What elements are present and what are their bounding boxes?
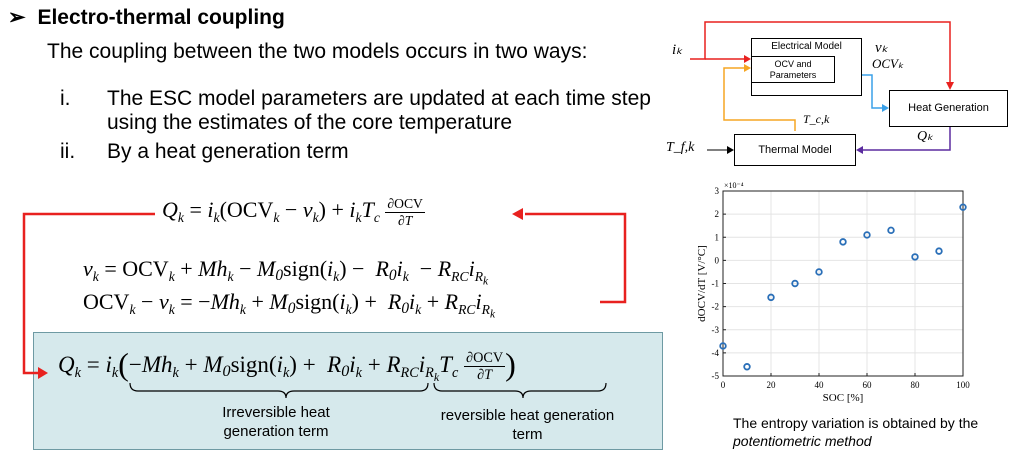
equation-voltage: vk = OCVk + Mhk − M0sign(ik) − R0ik − RR… (83, 256, 489, 288)
heat-generation-label: Heat Generation (908, 102, 989, 114)
signal-heat: Qₖ (917, 129, 934, 144)
signal-ocv: OCVₖ (872, 56, 904, 71)
heading-title: Electro-thermal coupling (37, 6, 285, 29)
x-tick-label: 80 (911, 380, 921, 390)
y-axis-label: dOCV/dT [V/°C] (696, 245, 708, 322)
voltage-ocv-line (862, 74, 883, 109)
y-tick-label: -4 (712, 348, 720, 358)
data-point (791, 279, 799, 288)
data-point (743, 363, 751, 371)
thermal-model-box: Thermal Model (734, 134, 856, 166)
signal-input-current: iₖ (672, 42, 683, 58)
data-point (767, 293, 775, 302)
ocv-params-line2: Parameters (769, 70, 817, 80)
list-item-2-text: By a heat generation term (107, 140, 349, 163)
signal-voltage: vₖ (875, 40, 889, 56)
irreversible-label-line1: Irreversible heat (222, 404, 330, 421)
y-tick-label: 2 (715, 209, 720, 219)
heat-arrowhead-icon (856, 146, 863, 154)
data-point (911, 253, 919, 261)
list-item-2-marker: ii. (60, 140, 76, 163)
arrow-bullet-icon: ➢ (8, 6, 26, 29)
surface-temp-arrowhead-icon (727, 146, 734, 154)
data-point (839, 238, 847, 246)
y-tick-label: -2 (712, 302, 720, 312)
list-item-1-text: The ESC model parameters are updated at … (107, 87, 651, 134)
y-tick-label: -1 (712, 279, 720, 289)
caption-emphasis: potentiometric method (733, 433, 872, 449)
red-arrowhead-left-icon (38, 367, 48, 379)
intro-text: The coupling between the two models occu… (47, 40, 588, 63)
x-axis-label: SOC [%] (823, 392, 864, 404)
signal-surface-temp: T_f,k (666, 140, 695, 155)
irreversible-brace (129, 382, 429, 399)
x-tick-label: 60 (863, 380, 873, 390)
current-to-heatgen-line (690, 21, 951, 84)
reversible-label-line2: term (512, 426, 543, 443)
x-tick-label: 0 (721, 380, 726, 390)
voltage-ocv-arrowhead-icon (882, 104, 889, 112)
y-tick-label: -5 (712, 371, 720, 381)
heat-to-thermal-line (862, 127, 951, 151)
ocv-params-line1: OCV and (774, 59, 812, 69)
y-tick-label: 0 (715, 255, 720, 265)
data-point (887, 226, 895, 235)
x-tick-label: 20 (767, 380, 777, 390)
data-point (959, 203, 967, 211)
y-scale-label: ×10⁻⁴ (724, 181, 744, 190)
equation-final: Qk = ik(−Mhk + M0sign(ik) + R0ik + RRCiR… (58, 346, 516, 384)
section-heading: ➢ Electro-thermal coupling (8, 5, 285, 30)
reversible-label-line1: reversible heat generation (440, 407, 615, 424)
data-point (815, 268, 823, 276)
list-item-1-marker: i. (60, 87, 71, 110)
data-point (935, 247, 943, 255)
heat-generation-box: Heat Generation (889, 90, 1008, 127)
chart-caption: The entropy variation is obtained by the… (733, 414, 1013, 450)
red-arrowhead-right-icon (512, 208, 523, 220)
red-connector-right (525, 212, 627, 304)
x-tick-label: 100 (956, 380, 970, 390)
equation-heat: Qk = ik(OCVk − vk) + ikTc ∂OCV ∂T (162, 196, 425, 228)
equation-ocv-minus-v: OCVk − vk = −Mhk + M0sign(ik) + R0ik + R… (83, 289, 495, 321)
caption-prefix: The entropy variation is obtained by the (733, 415, 979, 431)
y-tick-label: 1 (715, 232, 720, 242)
red-connector-left (22, 212, 155, 375)
electrical-model-label: Electrical Model (771, 41, 842, 52)
core-temp-feedback-line (723, 67, 796, 131)
reversible-label: reversible heat generation term (420, 406, 635, 444)
reversible-brace (433, 382, 607, 399)
y-tick-label: 3 (715, 186, 720, 196)
y-tick-label: -3 (712, 325, 720, 335)
x-tick-label: 40 (815, 380, 825, 390)
current-electrical-arrowhead-icon (744, 55, 751, 63)
irreversible-label-line2: generation term (223, 423, 329, 440)
thermal-model-label: Thermal Model (758, 144, 832, 156)
core-temp-arrowhead-icon (744, 64, 751, 72)
ocv-params-box: OCV and Parameters (751, 56, 835, 83)
data-point (719, 342, 727, 350)
data-point (863, 231, 871, 239)
current-arrowhead-icon (946, 82, 954, 90)
irreversible-label: Irreversible heat generation term (196, 403, 356, 441)
signal-core-temp: T_c,k (803, 112, 830, 126)
